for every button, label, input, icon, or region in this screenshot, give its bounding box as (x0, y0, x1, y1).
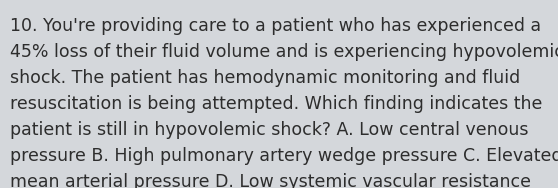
Text: resuscitation is being attempted. Which finding indicates the: resuscitation is being attempted. Which … (10, 95, 542, 113)
Text: pressure B. High pulmonary artery wedge pressure C. Elevated: pressure B. High pulmonary artery wedge … (10, 147, 558, 165)
Text: shock. The patient has hemodynamic monitoring and fluid: shock. The patient has hemodynamic monit… (10, 69, 520, 87)
Text: patient is still in hypovolemic shock? A. Low central venous: patient is still in hypovolemic shock? A… (10, 121, 528, 139)
Text: 45% loss of their fluid volume and is experiencing hypovolemic: 45% loss of their fluid volume and is ex… (10, 43, 558, 61)
Text: 10. You're providing care to a patient who has experienced a: 10. You're providing care to a patient w… (10, 17, 541, 35)
Text: mean arterial pressure D. Low systemic vascular resistance: mean arterial pressure D. Low systemic v… (10, 173, 531, 188)
